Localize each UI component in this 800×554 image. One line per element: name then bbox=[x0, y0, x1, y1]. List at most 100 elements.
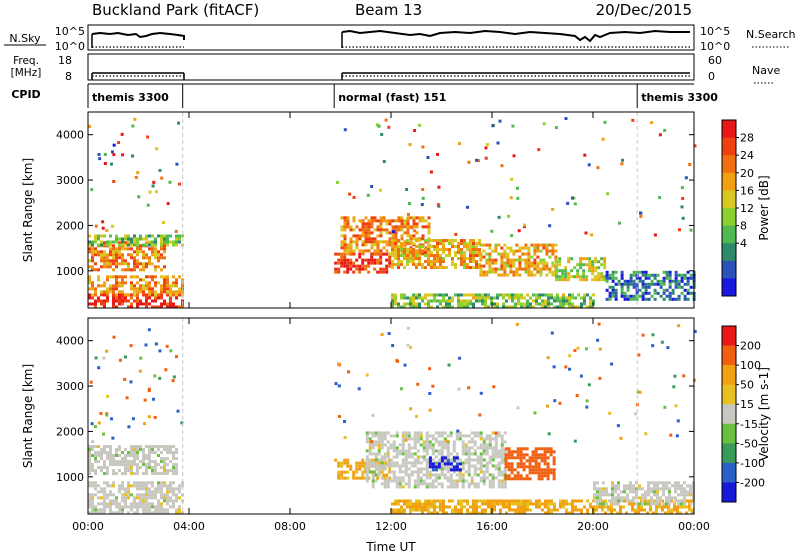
rti-cell bbox=[589, 502, 592, 506]
rti-cell bbox=[503, 243, 507, 247]
rti-cell bbox=[136, 302, 139, 306]
rti-cell bbox=[472, 254, 475, 258]
rti-cell bbox=[528, 465, 532, 469]
rti-cell bbox=[457, 257, 460, 261]
rti-cell bbox=[178, 305, 181, 309]
rti-cell bbox=[526, 502, 529, 506]
rti-speckle bbox=[573, 202, 577, 206]
rti-cell bbox=[434, 455, 438, 459]
rti-cell bbox=[136, 296, 139, 300]
rti-speckle bbox=[129, 344, 133, 348]
rti-cell bbox=[343, 222, 347, 226]
rti-speckle bbox=[509, 196, 513, 200]
rti-cell bbox=[481, 302, 484, 306]
rti-speckle bbox=[112, 143, 116, 147]
rti-cell bbox=[391, 293, 394, 297]
rti-cell bbox=[481, 499, 484, 503]
rti-cell bbox=[400, 263, 403, 267]
rti-cell bbox=[148, 247, 151, 251]
rti-cell bbox=[500, 485, 504, 489]
rti-cell bbox=[145, 505, 148, 509]
rti-cell bbox=[361, 267, 365, 271]
rti-speckle bbox=[491, 124, 495, 128]
rti-cell bbox=[539, 267, 543, 271]
rti-cell bbox=[160, 490, 163, 494]
colorbar-swatch bbox=[722, 208, 736, 227]
rti-cell bbox=[553, 505, 556, 509]
rti-cell bbox=[368, 461, 372, 465]
rti-cell bbox=[529, 296, 532, 300]
rti-cell bbox=[130, 281, 133, 285]
rti-cell bbox=[415, 293, 418, 297]
rti-cell bbox=[133, 240, 136, 244]
rti-cell bbox=[470, 476, 474, 480]
rti-cell bbox=[97, 268, 100, 272]
rti-cell bbox=[160, 484, 163, 488]
rti-cell bbox=[346, 476, 350, 480]
rti-cell bbox=[419, 437, 423, 441]
rti-cell bbox=[166, 305, 169, 309]
rti-cell bbox=[448, 296, 451, 300]
rti-cell bbox=[556, 508, 559, 512]
rti-cell bbox=[154, 290, 157, 294]
rti-cell bbox=[623, 496, 626, 500]
rti-cell bbox=[391, 239, 394, 243]
rti-cell bbox=[467, 485, 471, 489]
rti-cell bbox=[632, 487, 635, 491]
rti-cell bbox=[166, 493, 169, 497]
rti-cell bbox=[519, 462, 523, 466]
x-tick-label: 00:00 bbox=[678, 520, 710, 533]
rti-cell bbox=[673, 505, 676, 509]
rti-cell bbox=[395, 434, 399, 438]
rti-cell bbox=[163, 448, 166, 452]
rti-cell bbox=[614, 282, 618, 286]
rti-speckle bbox=[352, 195, 356, 199]
rti-cell bbox=[169, 469, 172, 473]
rti-cell bbox=[546, 450, 550, 454]
rti-cell bbox=[460, 511, 463, 515]
rti-cell bbox=[547, 299, 550, 303]
colorbar-swatch bbox=[722, 404, 736, 425]
rti-cell bbox=[385, 264, 389, 268]
rti-cell bbox=[127, 460, 130, 464]
rti-cell bbox=[379, 270, 383, 274]
rti-cell bbox=[422, 482, 426, 486]
rti-cell bbox=[145, 296, 148, 300]
rti-cell bbox=[686, 270, 690, 274]
rti-cell bbox=[139, 445, 142, 449]
rti-cell bbox=[531, 471, 535, 475]
rti-cell bbox=[448, 505, 451, 509]
rti-cell bbox=[172, 490, 175, 494]
rti-cell bbox=[680, 291, 684, 295]
rti-cell bbox=[601, 499, 604, 503]
rti-cell bbox=[374, 440, 378, 444]
rti-cell bbox=[94, 484, 97, 488]
rti-cell bbox=[145, 287, 148, 291]
rti-cell bbox=[145, 481, 148, 485]
rti-cell bbox=[169, 448, 172, 452]
rti-cell bbox=[145, 234, 148, 238]
rti-cell bbox=[490, 505, 493, 509]
rti-cell bbox=[513, 477, 517, 481]
rti-cell bbox=[421, 252, 425, 256]
rti-cell bbox=[433, 254, 436, 258]
rti-cell bbox=[175, 451, 178, 455]
rti-cell bbox=[361, 225, 365, 229]
rti-cell bbox=[500, 440, 504, 444]
rti-cell bbox=[394, 225, 398, 229]
rti-cell bbox=[647, 291, 651, 295]
rti-cell bbox=[500, 246, 504, 250]
rti-cell bbox=[425, 434, 429, 438]
rti-cell bbox=[91, 281, 94, 285]
rti-cell bbox=[565, 296, 568, 300]
rti-speckle bbox=[680, 205, 684, 209]
rti-cell bbox=[533, 261, 537, 265]
rti-cell bbox=[127, 496, 130, 500]
rti-cell bbox=[88, 293, 91, 297]
rti-cell bbox=[412, 251, 415, 255]
rti-cell bbox=[469, 260, 472, 264]
rti-cell bbox=[178, 237, 181, 241]
rti-cell bbox=[500, 437, 504, 441]
rti-cell bbox=[588, 263, 592, 267]
rti-cell bbox=[509, 261, 513, 265]
